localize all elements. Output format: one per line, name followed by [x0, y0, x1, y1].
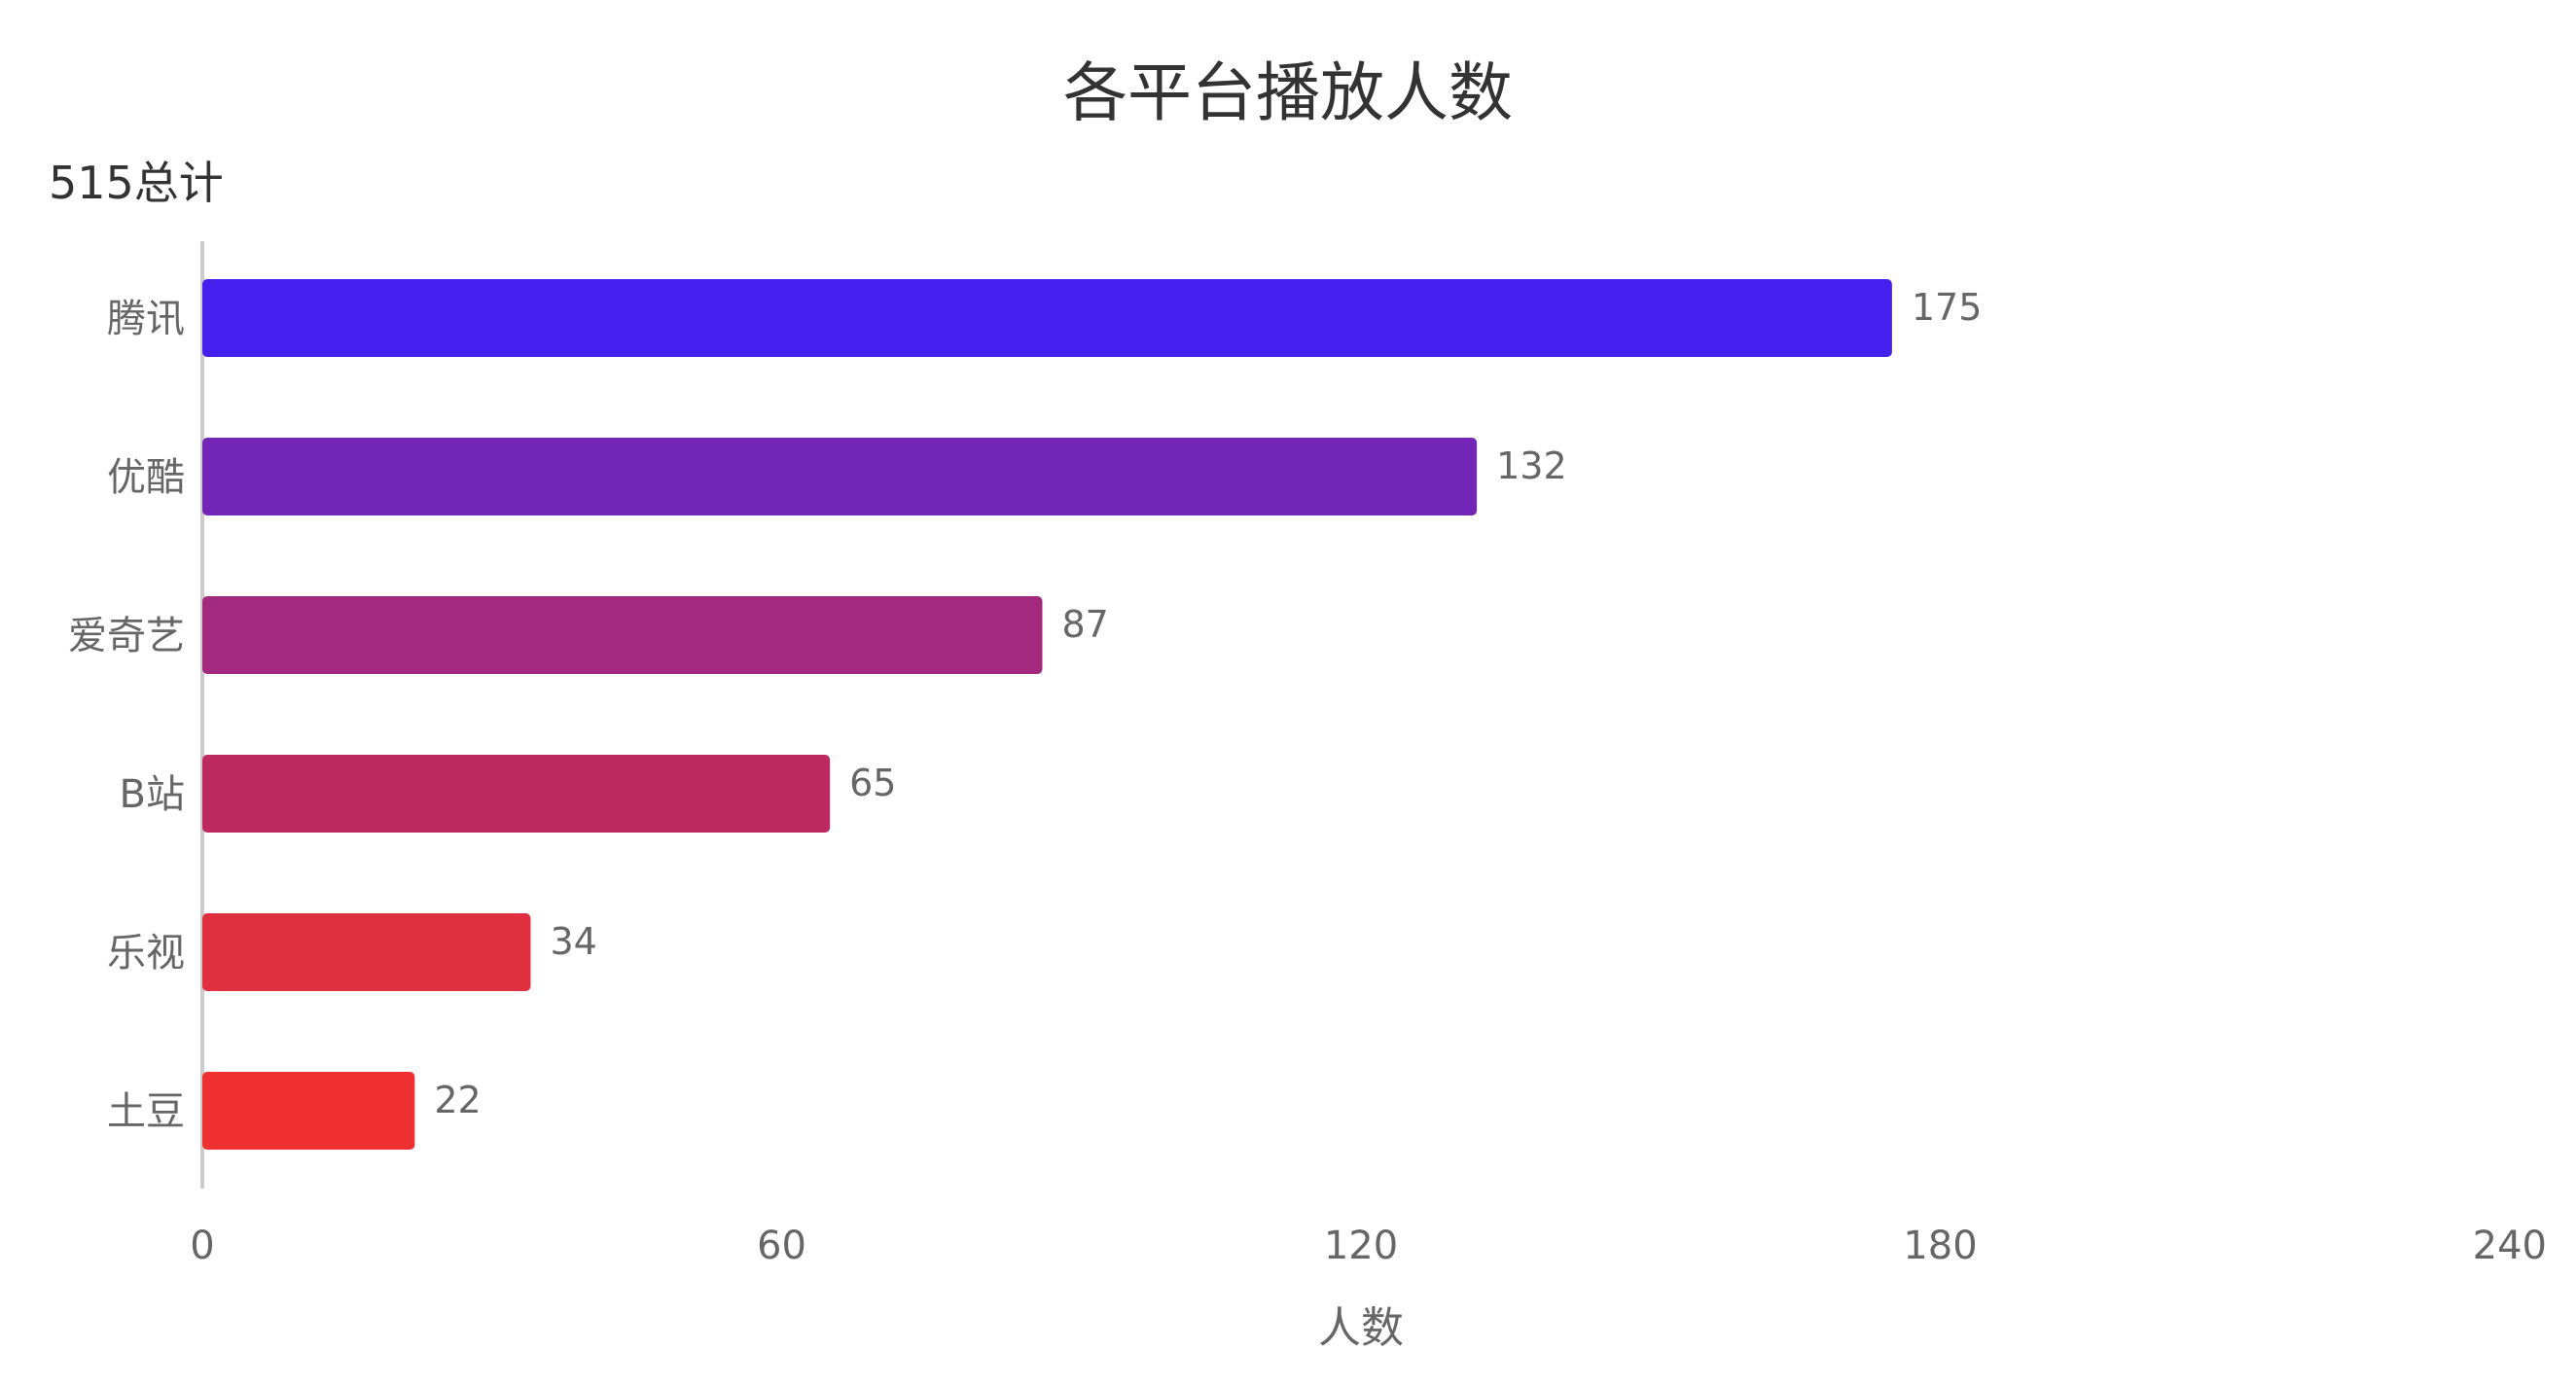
bars-group [202, 279, 1892, 1150]
category-label-4: 乐视 [107, 931, 185, 976]
bar-1 [202, 438, 1478, 515]
bar-4 [202, 913, 531, 991]
chart-title: 各平台播放人数 [1063, 55, 1513, 130]
bar-0 [202, 279, 1892, 357]
bar-2 [202, 596, 1043, 674]
x-tick-label-0: 0 [190, 1224, 214, 1268]
x-tick-label-3: 180 [1903, 1224, 1977, 1268]
x-tick-label-1: 60 [757, 1224, 806, 1268]
category-label-3: B站 [120, 772, 185, 817]
category-label-2: 爱奇艺 [68, 614, 185, 658]
category-label-5: 土豆 [107, 1089, 185, 1134]
category-label-1: 优酷 [107, 455, 185, 500]
value-label-5: 22 [434, 1079, 481, 1121]
value-labels: 175 132 87 65 34 22 [434, 286, 1982, 1121]
category-label-0: 腾讯 [107, 297, 185, 341]
x-tick-label-4: 240 [2473, 1224, 2547, 1268]
bar-5 [202, 1072, 415, 1150]
value-label-0: 175 [1912, 286, 1983, 329]
chart-subtitle: 515总计 [49, 157, 224, 209]
value-label-1: 132 [1496, 444, 1567, 487]
x-axis-title: 人数 [1318, 1303, 1404, 1353]
x-tick-label-2: 120 [1324, 1224, 1398, 1268]
value-label-2: 87 [1061, 603, 1108, 646]
bar-3 [202, 755, 831, 833]
x-tick-labels: 0 60 120 180 240 [190, 1224, 2547, 1268]
value-label-3: 65 [849, 762, 896, 804]
value-label-4: 34 [550, 920, 596, 963]
